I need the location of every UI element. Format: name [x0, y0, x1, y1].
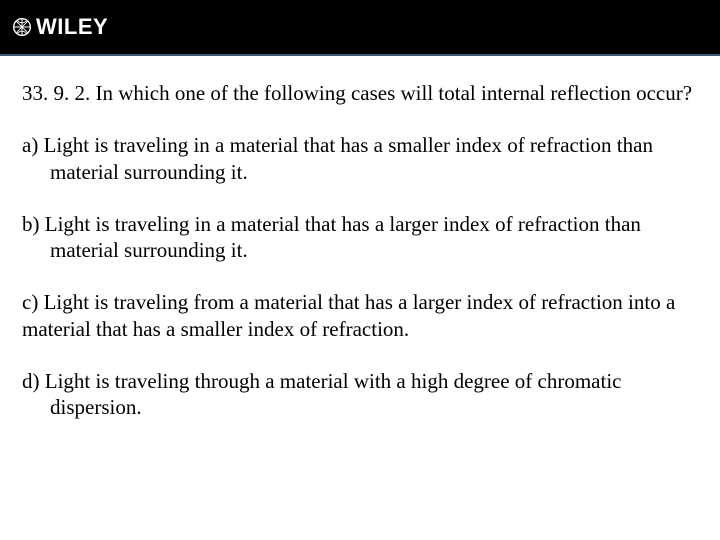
option-b: b) Light is traveling in a material that… [22, 211, 698, 264]
wiley-icon [12, 17, 32, 37]
question-block: 33. 9. 2. In which one of the following … [22, 80, 698, 106]
option-c: c) Light is traveling from a material th… [22, 289, 698, 342]
option-b-label: b) [22, 212, 40, 236]
question-number: 33. 9. 2. [22, 81, 90, 105]
option-c-text: Light is traveling from a material that … [22, 290, 675, 340]
slide-content: 33. 9. 2. In which one of the following … [0, 56, 720, 420]
option-a-text: Light is traveling in a material that ha… [44, 133, 653, 183]
option-d: d) Light is traveling through a material… [22, 368, 698, 421]
option-b-text: Light is traveling in a material that ha… [45, 212, 641, 262]
option-d-text: Light is traveling through a material wi… [45, 369, 622, 419]
option-a-label: a) [22, 133, 38, 157]
brand-name: WILEY [36, 14, 108, 40]
spacer [22, 106, 698, 132]
option-d-label: d) [22, 369, 40, 393]
option-a: a) Light is traveling in a material that… [22, 132, 698, 185]
header-bar: WILEY [0, 0, 720, 56]
question-text: In which one of the following cases will… [96, 81, 693, 105]
option-c-label: c) [22, 290, 38, 314]
brand-logo: WILEY [12, 14, 108, 40]
